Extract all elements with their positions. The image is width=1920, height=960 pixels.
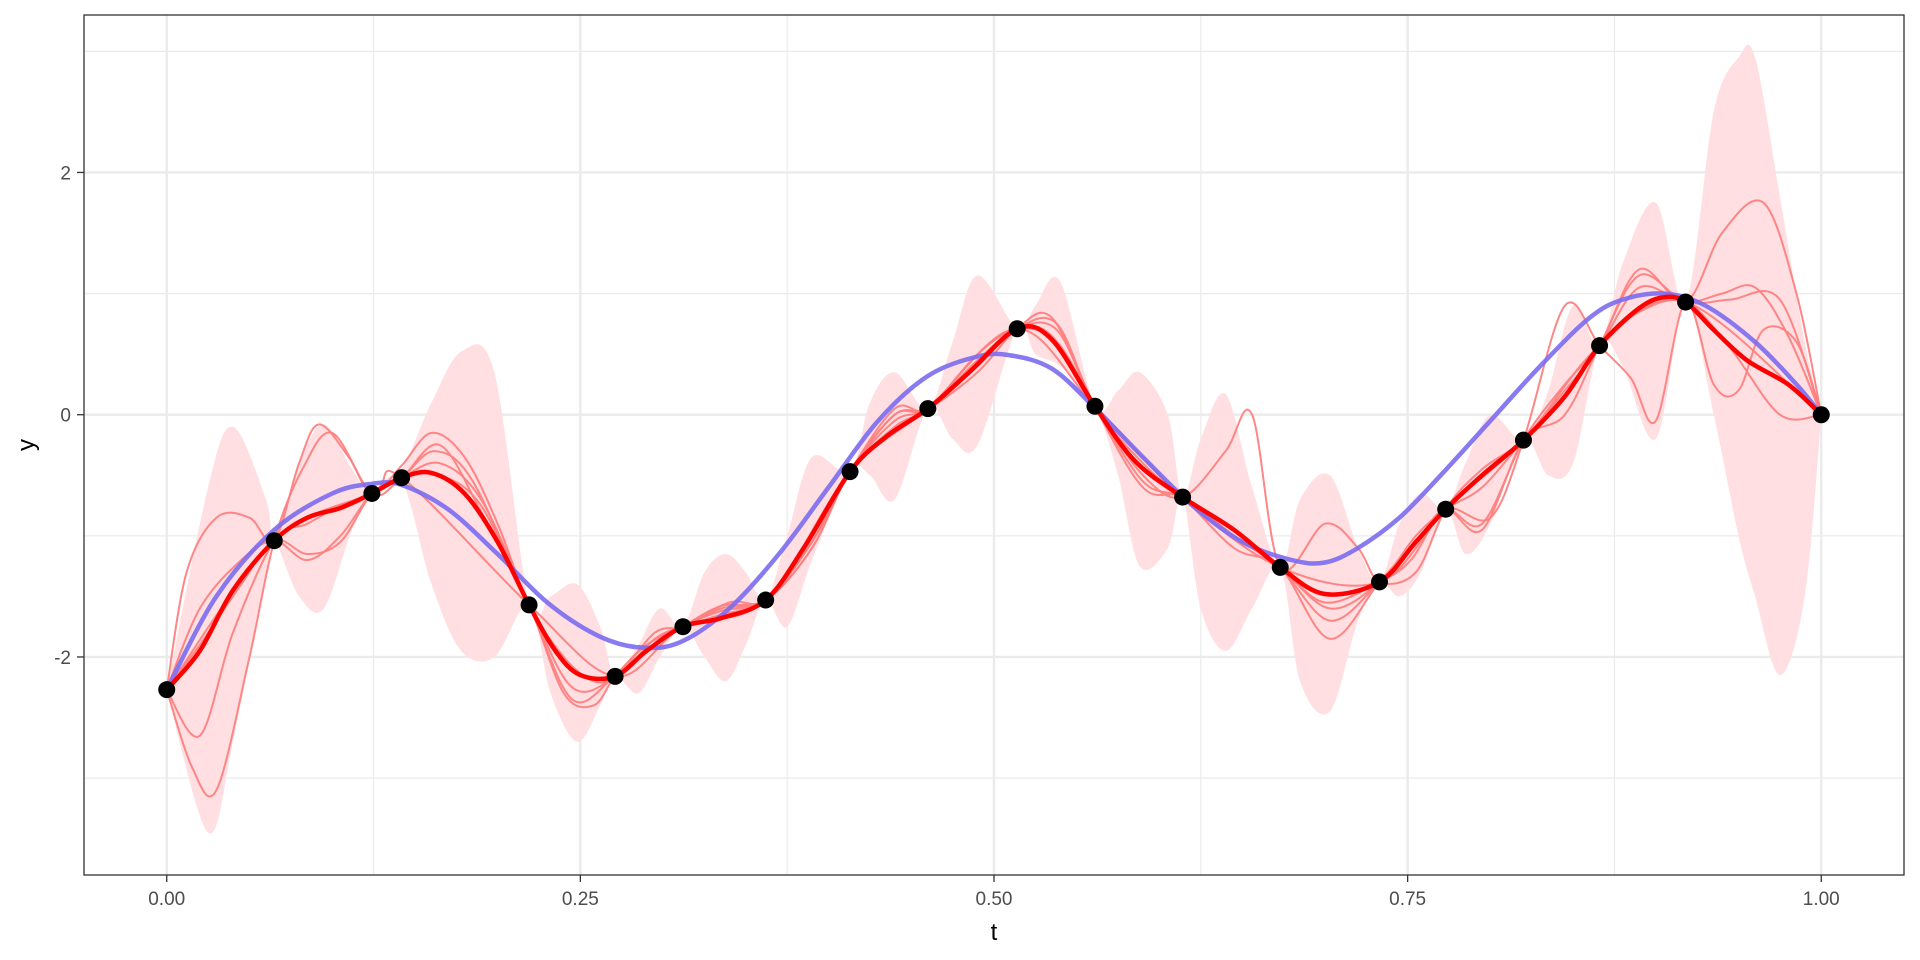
observation-point [1591, 337, 1609, 355]
observation-point [1677, 293, 1695, 311]
x-tick-label: 0.25 [562, 889, 599, 910]
observation-point [363, 484, 381, 502]
y-tick-label: -2 [54, 648, 71, 669]
posterior-mean-line [164, 294, 1823, 692]
observation-point [1437, 500, 1455, 518]
observation-point [757, 591, 775, 609]
observation-point [1174, 488, 1192, 506]
observation-point [1812, 406, 1830, 424]
observation-point [1086, 397, 1104, 415]
x-tick-label: 1.00 [1803, 889, 1840, 910]
true-function-line [164, 291, 1824, 691]
observation-point [1008, 320, 1026, 338]
observation-point [606, 667, 624, 685]
observation-point [393, 469, 411, 487]
uncertainty-band-layer [166, 44, 1822, 834]
y-axis-title: y [13, 439, 40, 451]
observation-point [1371, 573, 1389, 591]
observation-point [1271, 558, 1289, 576]
observation-point [919, 400, 937, 418]
y-tick-label: 2 [60, 163, 71, 184]
observation-point [674, 618, 692, 636]
x-axis-ticks: 0.00 0.25 0.50 0.75 1.00 [148, 875, 1840, 910]
true-function-layer [164, 291, 1824, 691]
observation-point [158, 681, 176, 699]
observations-layer [158, 293, 1830, 699]
x-tick-label: 0.50 [976, 889, 1013, 910]
y-axis-ticks: -2 0 2 [54, 163, 84, 669]
posterior-mean-layer [164, 294, 1823, 692]
x-tick-label: 0.75 [1389, 889, 1426, 910]
uncertainty-band [166, 44, 1822, 834]
x-tick-label: 0.00 [148, 889, 185, 910]
observation-point [265, 532, 283, 550]
sample-path [165, 301, 1823, 798]
observation-point [520, 596, 538, 614]
observation-point [841, 463, 859, 481]
x-axis-title: t [991, 919, 998, 946]
y-tick-label: 0 [60, 406, 71, 427]
observation-point [1514, 431, 1532, 449]
